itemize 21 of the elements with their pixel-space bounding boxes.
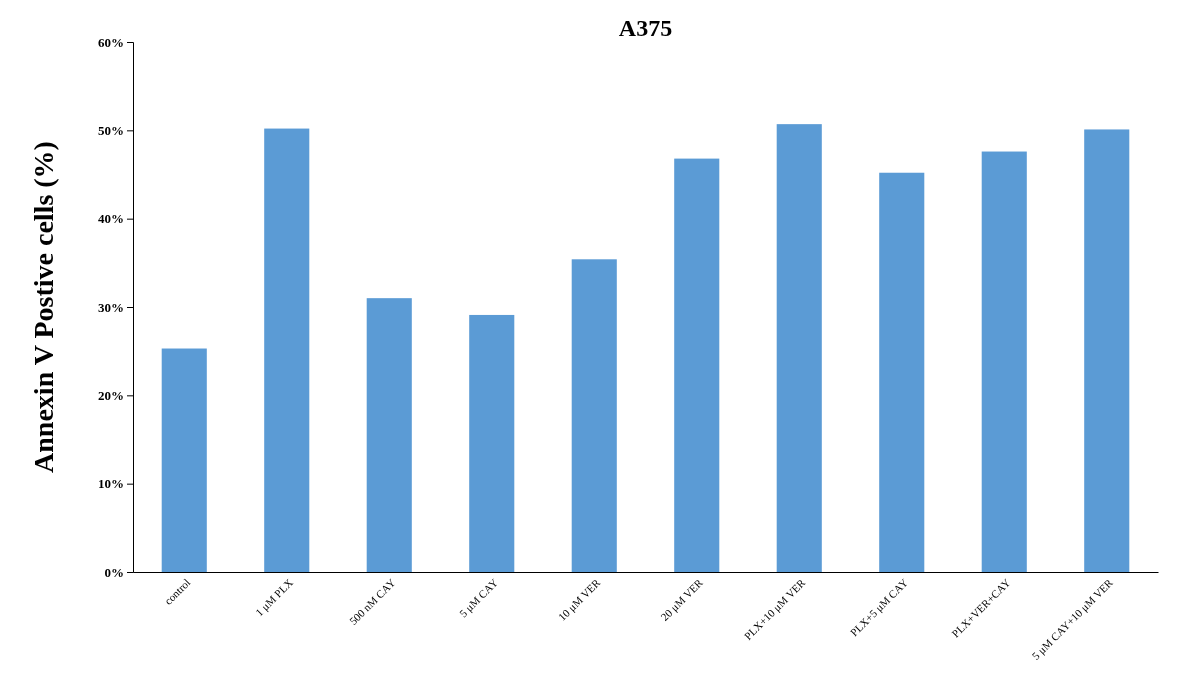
bar — [674, 158, 720, 572]
bar — [879, 172, 925, 572]
y-tick-label: 50% — [98, 122, 124, 138]
y-tick-label: 10% — [98, 476, 124, 492]
y-tick-label: 0% — [104, 564, 124, 580]
bar — [776, 124, 822, 572]
bar — [366, 298, 412, 572]
y-tick-label: 40% — [98, 211, 124, 227]
x-tick-label: 20 μM VER — [658, 575, 706, 624]
bar — [161, 348, 207, 572]
y-tick-label: 20% — [98, 387, 124, 403]
bar — [1084, 129, 1130, 572]
bar — [264, 128, 310, 572]
chart-title: A375 — [618, 15, 673, 41]
y-tick-label: 60% — [98, 34, 124, 50]
bar — [469, 314, 515, 572]
bar — [571, 259, 617, 572]
y-axis-title: Annexin V Postive cells (%) — [28, 141, 59, 473]
x-tick-label: 10 μM VER — [555, 575, 603, 624]
y-tick-label: 30% — [98, 299, 124, 315]
bar — [981, 151, 1027, 572]
